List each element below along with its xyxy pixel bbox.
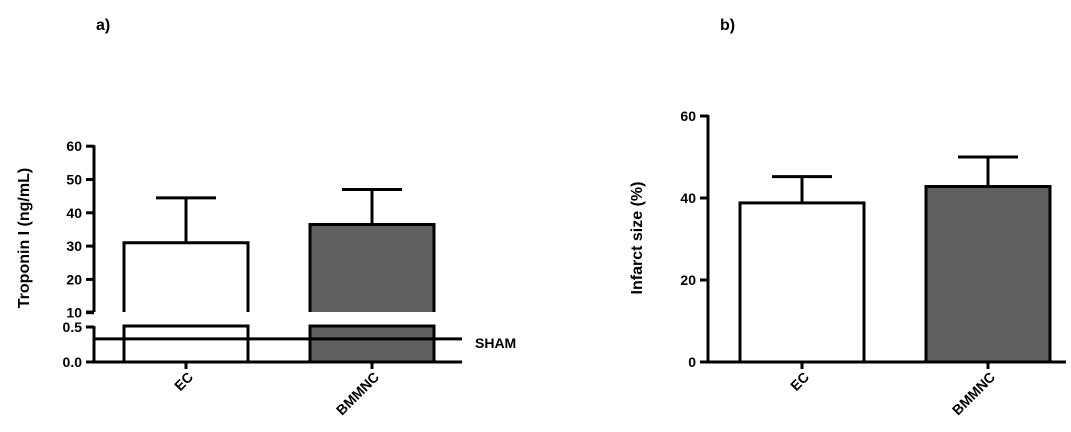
panel-b-y-axis-label: Infarct size (%) xyxy=(629,182,646,295)
panel-b-y-tick-label: 60 xyxy=(680,108,696,124)
panel-a-y-tick-label: 20 xyxy=(66,271,82,287)
panel-a-y-ticks: 0.0 0.510 20 30 40 50 60 xyxy=(63,138,94,370)
panel-a-label: a) xyxy=(96,17,110,34)
panel-b-label: b) xyxy=(720,17,735,34)
panel-b-y-tick-label: 0 xyxy=(688,354,696,370)
panel-a-axes xyxy=(86,145,462,364)
panel-a-bar-group xyxy=(308,187,436,369)
panel-a-y-tick-label: 50 xyxy=(66,172,82,188)
panel-b-bar xyxy=(738,201,866,364)
panel-a-bar-lower xyxy=(308,324,436,362)
panel-a-category-label: EC xyxy=(171,369,196,394)
panel-b: b) Infarct size (%) 0 20 40 60 EC BMMNC xyxy=(629,17,1066,418)
panel-b-y-ticks: 0 20 40 60 xyxy=(680,108,708,370)
panel-b-bar xyxy=(924,185,1052,364)
panel-a-bar-lower xyxy=(122,324,250,362)
panel-a-y-tick-label: 0.0 xyxy=(63,354,83,370)
panel-a-y-axis-label: Troponin I (ng/mL) xyxy=(16,168,33,308)
panel-a: a) Troponin I (ng/mL) 0.0 0.510 20 30 40 50 60… xyxy=(16,17,516,418)
panel-b-y-tick-label: 20 xyxy=(680,272,696,288)
panel-a-y-tick-label: 0.5 xyxy=(63,319,83,335)
panel-a-bar-group xyxy=(122,196,250,369)
panel-a-bar-upper xyxy=(122,241,250,312)
panel-b-bar-group xyxy=(738,175,866,369)
panel-a-y-tick-label: 30 xyxy=(66,238,82,254)
panel-a-bar-upper xyxy=(308,222,436,312)
panel-a-y-tick-label: 60 xyxy=(66,138,82,154)
panel-b-category-label: EC xyxy=(787,369,812,394)
panel-b-bars xyxy=(738,155,1052,369)
panel-b-category-labels: EC BMMNC xyxy=(787,369,998,418)
panel-a-category-label: BMMNC xyxy=(333,369,382,418)
panel-a-category-labels: EC BMMNC xyxy=(171,369,382,418)
panel-b-category-label: BMMNC xyxy=(949,369,998,418)
panel-b-axes xyxy=(706,115,1066,364)
panel-b-bar-group xyxy=(924,155,1052,369)
panel-a-bars xyxy=(122,187,436,369)
sham-label: SHAM xyxy=(475,335,516,351)
panel-b-y-tick-label: 40 xyxy=(680,190,696,206)
panel-a-y-tick-label: 10 xyxy=(66,305,82,321)
panel-a-y-tick-label: 40 xyxy=(66,205,82,221)
